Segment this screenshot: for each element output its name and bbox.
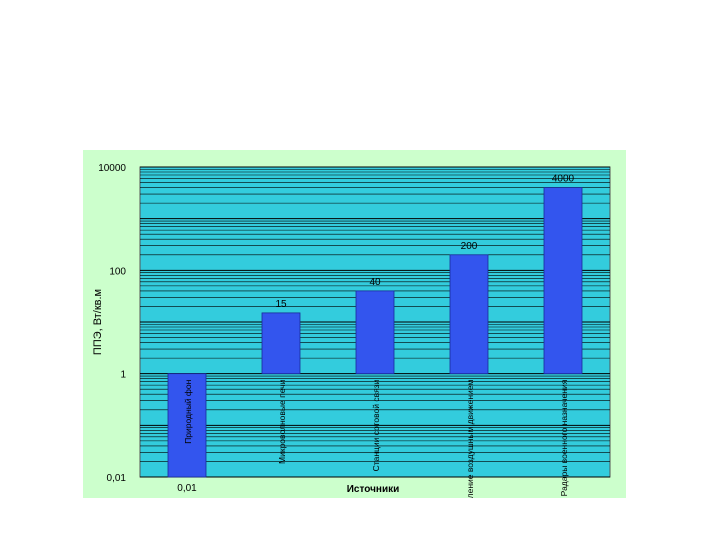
x-axis-title: Источники — [347, 484, 400, 495]
data-label: 40 — [369, 277, 381, 288]
data-label: 15 — [275, 299, 287, 310]
bar — [167, 373, 207, 478]
bars — [167, 187, 583, 478]
bar — [449, 254, 489, 375]
bar — [543, 187, 583, 375]
y-tick-label: 0,01 — [107, 473, 127, 484]
y-tick-label: 100 — [109, 266, 126, 277]
chart-frame: 10000 100 1 0,01 0,01 15 40 200 4000 Природный … — [83, 150, 626, 540]
data-labels: 0,01 15 40 200 4000 — [177, 174, 574, 494]
y-axis-title: ППЭ, Вт/кв.м — [92, 289, 104, 355]
data-label: 4000 — [552, 174, 575, 185]
category-label: Микроволновые печи — [277, 379, 287, 464]
data-label: 0,01 — [177, 483, 197, 494]
data-label: 200 — [461, 241, 478, 252]
bar — [355, 290, 395, 375]
bar — [261, 312, 301, 375]
category-label: Природный фон — [183, 379, 193, 443]
category-label: Радары военного назначения — [559, 379, 569, 496]
y-tick-label: 10000 — [98, 163, 126, 174]
y-tick-label: 1 — [120, 370, 126, 381]
category-labels: Природный фон Микроволновые печи Станции с… — [183, 379, 569, 540]
category-label: Радиоуправление воздушным движением — [465, 380, 475, 498]
category-label: Станции сотовой связи — [371, 379, 381, 471]
y-tick-labels: 10000 100 1 0,01 — [98, 163, 126, 484]
bar-chart: 10000 100 1 0,01 0,01 15 40 200 4000 Природный … — [92, 163, 611, 540]
